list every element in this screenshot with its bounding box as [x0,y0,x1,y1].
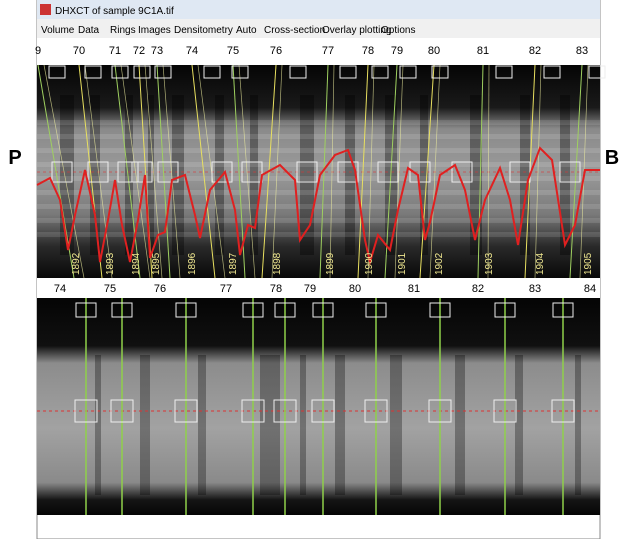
scale-label: 80 [428,45,440,57]
scale-label: 76 [154,283,166,295]
scale-label: 82 [529,45,541,57]
year-label: 1899 [325,252,336,275]
scale-label: 78 [270,283,282,295]
scale-label: 75 [104,283,116,295]
texture-band [37,148,600,153]
menu-item[interactable]: Densitometry [174,25,233,36]
ring-shadow [455,355,465,495]
ring-shadow [198,355,206,495]
year-label: 1896 [187,252,198,275]
texture-band [37,204,600,209]
app-icon [40,4,51,15]
side-label: B [605,147,619,169]
scale-label: 79 [304,283,316,295]
ring-shadow [95,355,101,495]
scale-label: 81 [408,283,420,295]
ring-shadow [560,95,570,255]
scale-label: 84 [584,283,596,295]
ring-shadow [515,355,523,495]
scale-label: 73 [151,45,163,57]
side-label: P [8,147,21,169]
ring-shadow [260,355,280,495]
ring-shadow [575,355,581,495]
menu-item[interactable]: Data [78,25,100,36]
scale-label: 83 [576,45,588,57]
year-label: 1894 [131,252,142,275]
texture-band [37,162,600,167]
year-label: 1898 [272,252,283,275]
scale-label: 70 [73,45,85,57]
year-label: 1902 [434,252,445,275]
year-label: 1895 [151,252,162,275]
menu-item[interactable]: Options [381,25,415,36]
year-label: 1893 [105,252,116,275]
ring-shadow [345,95,355,255]
year-label: 1903 [484,252,495,275]
ring-shadow [520,95,530,255]
scale-label: 81 [477,45,489,57]
scale-label: 72 [133,45,145,57]
menu-item[interactable]: Images [138,25,171,36]
scale-label: 77 [322,45,334,57]
scale-label: 77 [220,283,232,295]
menu-item[interactable]: Volume [41,25,75,36]
scale-label: 83 [529,283,541,295]
year-label: 1892 [71,252,82,275]
menu-item[interactable]: Cross-section [264,25,325,36]
year-label: 1905 [583,252,594,275]
year-label: 1897 [228,252,239,275]
year-label: 1904 [535,252,546,275]
ring-shadow [140,355,150,495]
texture-band [37,134,600,139]
scale-label: 74 [54,283,66,295]
scale-label: 78 [362,45,374,57]
ring-shadow [335,355,345,495]
menu-item[interactable]: Rings [110,25,136,36]
scale-label: 75 [227,45,239,57]
ring-shadow [390,355,402,495]
bottom-scale-strip [37,278,600,298]
year-label: 1900 [364,252,375,275]
texture-band [37,190,600,195]
screenshot: DHXCT of sample 9C1A.tif VolumeData Rings… [0,0,624,539]
scale-label: 71 [109,45,121,57]
scale-label: 74 [186,45,198,57]
scale-label: 80 [349,283,361,295]
top-scale-strip [37,38,600,65]
window-title: DHXCT of sample 9C1A.tif [55,6,174,17]
scale-label: 79 [391,45,403,57]
scale-label: 9 [35,45,41,57]
year-label: 1901 [397,252,408,275]
scale-label: 82 [472,283,484,295]
ring-shadow [300,355,306,495]
scale-label: 76 [270,45,282,57]
menu-item[interactable]: Auto [236,25,257,36]
